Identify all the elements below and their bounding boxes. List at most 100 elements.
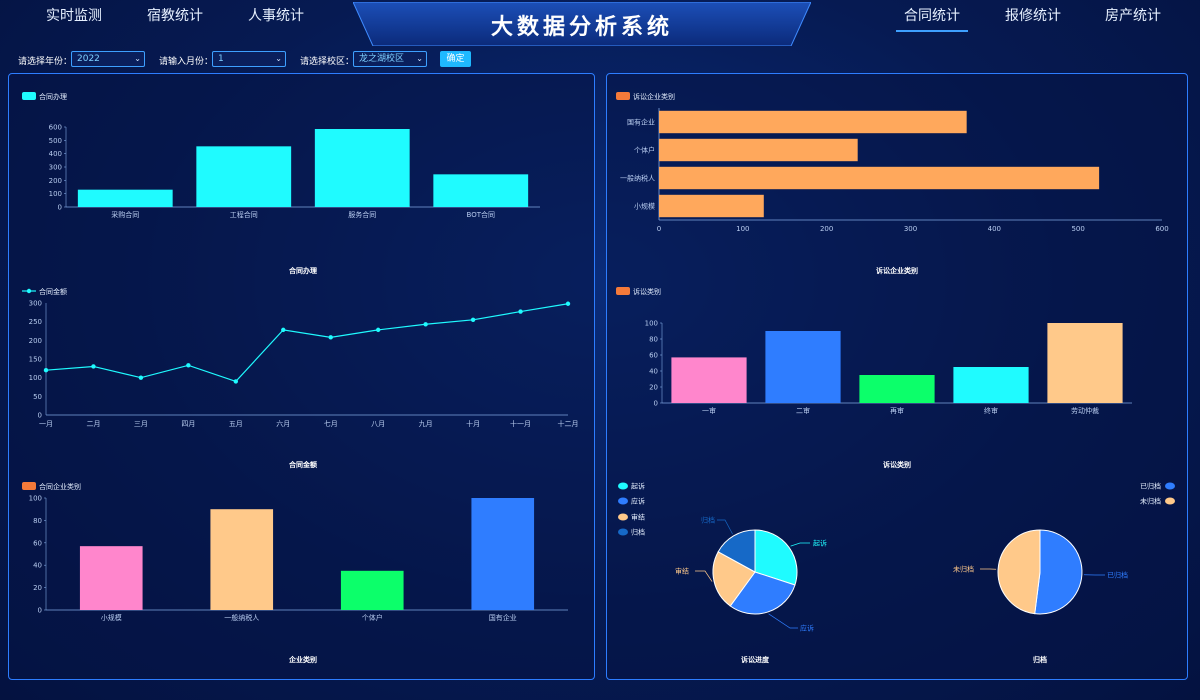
pie-leader xyxy=(790,542,810,547)
y-tick-label: 20 xyxy=(649,384,658,392)
x-tick-label: 三月 xyxy=(134,420,148,428)
bar xyxy=(210,509,274,610)
y-tick-label: 40 xyxy=(649,368,658,376)
x-tick-label: 400 xyxy=(988,225,1001,233)
line-point xyxy=(281,327,286,333)
x-tick-label: 劳动仲裁 xyxy=(1071,406,1099,415)
y-tick-label: 个体户 xyxy=(634,146,655,155)
y-tick-label: 150 xyxy=(29,356,42,364)
bar xyxy=(671,357,747,403)
nav-repair-stats[interactable]: 报修统计 xyxy=(1005,8,1061,24)
legend-icon xyxy=(22,92,36,100)
legend-label: 未归档 xyxy=(1140,497,1161,506)
x-tick-label: 小规模 xyxy=(101,613,122,622)
chart-title: 企业类别 xyxy=(288,655,317,664)
bar xyxy=(659,110,967,134)
line-point xyxy=(518,309,523,314)
bar xyxy=(659,166,1100,190)
legend-label: 起诉 xyxy=(631,482,645,491)
x-tick-label: 200 xyxy=(820,225,833,233)
line-point xyxy=(375,327,381,333)
bar xyxy=(1047,323,1123,403)
campus-label: 请选择校区： xyxy=(300,57,355,67)
campus-select[interactable]: 龙之湖校区 ⌄ xyxy=(353,51,427,67)
y-tick-label: 0 xyxy=(38,607,42,615)
bar xyxy=(471,498,535,610)
x-tick-label: 十月 xyxy=(466,419,480,428)
x-tick-label: 二月 xyxy=(86,420,100,428)
chart-title: 诉讼类别 xyxy=(883,460,911,469)
x-tick-label: 九月 xyxy=(419,419,433,428)
chevron-down-icon: ⌄ xyxy=(275,54,282,63)
bar xyxy=(340,570,404,610)
x-tick-label: 五月 xyxy=(229,420,243,428)
y-tick-label: 80 xyxy=(649,336,658,344)
x-tick-label: 个体户 xyxy=(362,613,383,622)
line-point xyxy=(91,364,96,369)
top-bar: 实时监测 宿教统计 人事统计 大数据分析系统 合同统计 报修统计 房产统计 xyxy=(0,0,1200,46)
x-tick-label: 工程合同 xyxy=(230,210,258,219)
bar xyxy=(659,138,858,162)
x-tick-label: 0 xyxy=(657,225,661,233)
nav-dorm-stats[interactable]: 宿教统计 xyxy=(147,8,203,24)
x-tick-label: 二审 xyxy=(796,406,810,415)
legend-icon xyxy=(618,528,628,536)
x-tick-label: 国有企业 xyxy=(489,613,517,622)
y-tick-label: 400 xyxy=(49,150,62,158)
legend-icon xyxy=(616,92,630,100)
bar xyxy=(196,146,292,207)
pie-slice xyxy=(1034,529,1083,615)
month-label: 请输入月份： xyxy=(159,57,214,67)
x-tick-label: 再审 xyxy=(890,406,904,415)
legend-label: 归档 xyxy=(631,528,645,537)
chart-title: 归档 xyxy=(1033,655,1047,664)
bar xyxy=(314,129,410,207)
month-select[interactable]: 1 ⌄ xyxy=(212,51,286,67)
line-point xyxy=(43,368,49,373)
chart-title: 诉讼企业类别 xyxy=(876,266,918,275)
legend-label: 应诉 xyxy=(631,497,645,506)
nav-contract-stats[interactable]: 合同统计 xyxy=(896,5,968,32)
bar xyxy=(659,194,764,218)
pie-label: 审结 xyxy=(675,567,689,576)
year-value: 2022 xyxy=(77,54,100,64)
confirm-button[interactable]: 确定 xyxy=(440,51,471,67)
x-tick-label: 300 xyxy=(904,225,917,233)
pie-leader xyxy=(768,613,798,629)
y-tick-label: 60 xyxy=(649,352,658,360)
y-tick-label: 0 xyxy=(38,412,42,420)
pie-label: 应诉 xyxy=(800,624,814,633)
x-tick-label: 四月 xyxy=(181,420,195,428)
legend-label: 合同办理 xyxy=(39,92,67,101)
nav-property-stats[interactable]: 房产统计 xyxy=(1105,8,1161,24)
chart-title: 合同办理 xyxy=(288,266,317,275)
y-tick-label: 100 xyxy=(49,190,62,198)
legend-icon xyxy=(1165,482,1175,490)
y-tick-label: 国有企业 xyxy=(627,118,655,127)
bar xyxy=(765,331,841,403)
x-tick-label: 500 xyxy=(1071,225,1084,233)
x-tick-label: 六月 xyxy=(276,419,290,428)
bar xyxy=(433,174,529,207)
x-tick-label: 十一月 xyxy=(510,419,531,428)
y-tick-label: 200 xyxy=(49,177,62,185)
x-tick-label: 八月 xyxy=(371,420,385,428)
nav-personnel-stats[interactable]: 人事统计 xyxy=(248,8,304,24)
pie-leader xyxy=(717,519,733,535)
nav-realtime-monitor[interactable]: 实时监测 xyxy=(46,8,102,24)
y-tick-label: 20 xyxy=(33,584,42,592)
pie-label: 归档 xyxy=(701,516,715,525)
chevron-down-icon: ⌄ xyxy=(134,54,141,63)
year-select[interactable]: 2022 ⌄ xyxy=(71,51,145,67)
legend-label: 合同企业类别 xyxy=(39,482,81,491)
year-label: 请选择年份： xyxy=(18,57,73,67)
line-point xyxy=(233,379,239,384)
line-point xyxy=(423,322,428,327)
legend-icon xyxy=(618,513,628,521)
legend-icon-dot xyxy=(26,288,32,294)
title-banner: 大数据分析系统 xyxy=(353,2,811,46)
legend-icon xyxy=(618,497,628,505)
y-tick-label: 60 xyxy=(33,539,42,547)
legend-label: 诉讼类别 xyxy=(633,287,661,296)
